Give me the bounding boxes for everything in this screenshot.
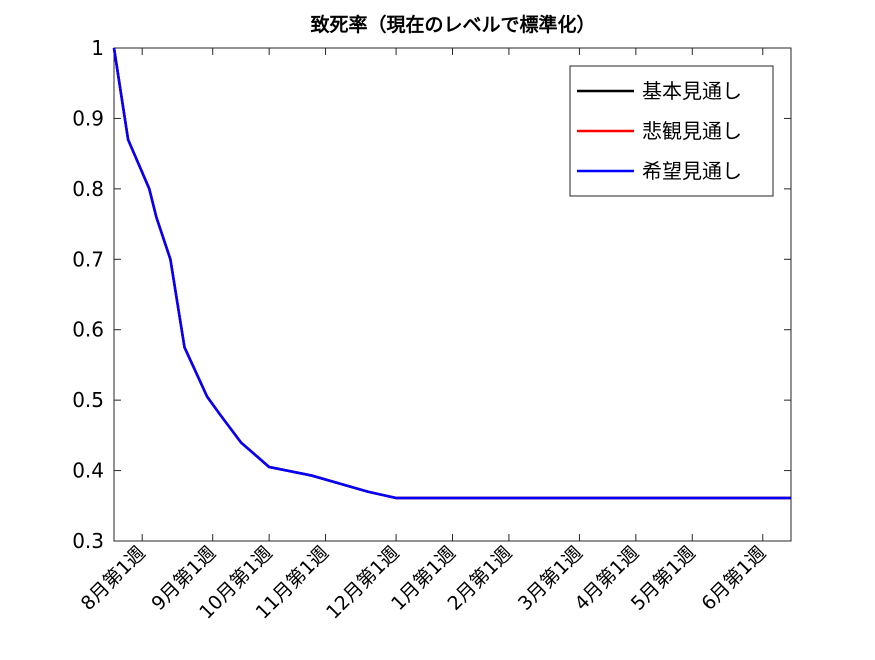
y-tick-label: 0.3: [72, 529, 104, 553]
y-axis: 0.3 0.4 0.5 0.6 0.7 0.8 0.9 1: [72, 36, 791, 553]
chart-title: 致死率（現在のレベルで標準化）: [310, 13, 595, 36]
series-line-3: [112, 47, 791, 500]
y-tick-label: 0.6: [72, 318, 104, 342]
y-tick-label: 0.8: [72, 177, 104, 201]
y-tick-label: 0.4: [72, 459, 104, 483]
legend-label-2: 悲観見通し: [642, 119, 742, 143]
y-tick-label: 0.9: [72, 106, 104, 130]
legend-label-1: 基本見通し: [642, 79, 742, 103]
y-tick-label: 0.5: [72, 388, 104, 412]
legend-label-3: 希望見通し: [642, 159, 742, 183]
y-tick-label: 1: [91, 36, 104, 60]
series-lines: [112, 47, 791, 500]
y-tick-label: 0.7: [72, 247, 104, 271]
